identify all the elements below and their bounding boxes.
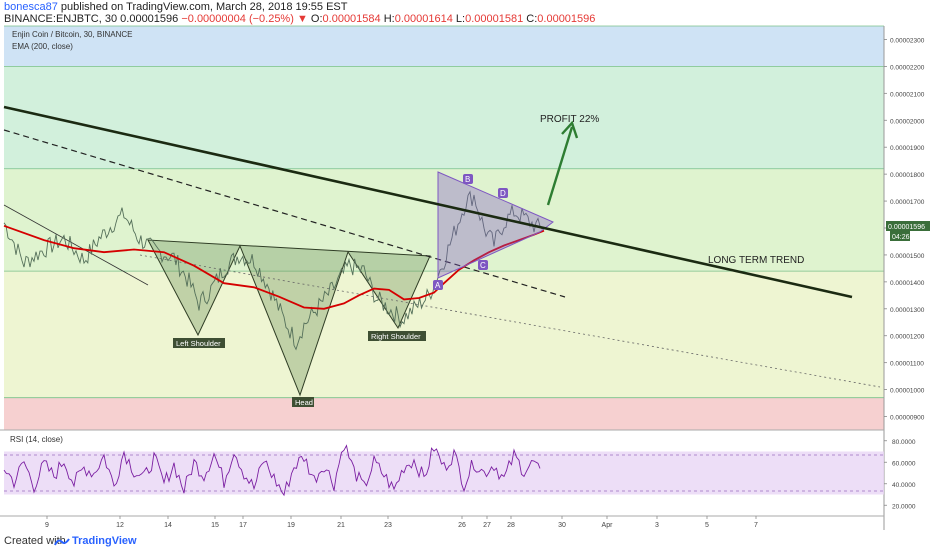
footer: Created with TradingView <box>0 533 932 550</box>
time-tick-label: 17 <box>239 522 247 529</box>
point-c-label: C <box>480 261 486 270</box>
price-tick-label: 0.00001200 <box>890 334 925 341</box>
dotted-trendline-lower[interactable] <box>139 254 881 388</box>
open-value: 0.00001584 <box>322 13 381 25</box>
time-tick-label: 28 <box>507 522 515 529</box>
head-badge <box>292 397 314 407</box>
time-tick-label: 15 <box>211 522 219 529</box>
price-tick-label: 0.00002100 <box>890 91 925 98</box>
time-tick-label: 19 <box>287 522 295 529</box>
point-d-label: D <box>500 189 506 198</box>
time-tick-label: 30 <box>558 522 566 529</box>
chart-header: bonesca87 published on TradingView.com, … <box>0 0 932 26</box>
price-tick-label: 0.00001800 <box>890 172 925 179</box>
price-zone-3 <box>4 271 884 398</box>
time-tick-label: Apr <box>602 522 614 529</box>
time-tick-label: 14 <box>164 522 172 529</box>
profit-arrow[interactable] <box>546 126 574 206</box>
point-b-badge <box>463 174 473 184</box>
point-a-badge <box>433 280 443 290</box>
price-tick-label: 0.00002200 <box>890 64 925 71</box>
author-link[interactable]: bonesca87 <box>4 1 58 13</box>
head-label: Head <box>295 398 313 407</box>
time-tick-label: 5 <box>705 522 709 529</box>
published-text: published on TradingView.com, March 28, … <box>60 1 348 13</box>
time-tick-label: 27 <box>483 522 491 529</box>
triangle-pattern[interactable] <box>437 171 554 279</box>
publish-line: bonesca87 published on TradingView.com, … <box>4 1 347 13</box>
price-tick-label: 0.00001300 <box>890 307 925 314</box>
time-tick-label: 26 <box>458 522 466 529</box>
created-with-text: Created with <box>4 535 66 547</box>
ema-line <box>3 224 545 310</box>
price-tick-label: 0.00002000 <box>890 118 925 125</box>
thin-trendline[interactable] <box>3 204 149 286</box>
price-tick-label: 0.00001900 <box>890 145 925 152</box>
left-shoulder-label: Left Shoulder <box>176 339 221 348</box>
dashed-trendline-upper[interactable] <box>3 129 566 298</box>
rsi-legend: RSI (14, close) <box>10 435 63 444</box>
right-shoulder-label: Right Shoulder <box>371 332 421 341</box>
point-d-badge <box>498 188 508 198</box>
price-zone-0 <box>4 26 884 67</box>
low-value: 0.00001581 <box>465 13 524 25</box>
time-tick-label: 21 <box>337 522 345 529</box>
price-change: −0.00000004 (−0.25%) <box>181 13 294 25</box>
price-zone-2 <box>4 168 884 272</box>
price-tick-label: 0.00001700 <box>890 199 925 206</box>
last-price-tag <box>886 221 930 231</box>
time-tick-label: 3 <box>655 522 659 529</box>
trend-label: LONG TERM TREND <box>708 255 804 266</box>
countdown-tag-value: 04:26 <box>892 234 910 241</box>
price-zone-1 <box>4 66 884 169</box>
countdown-tag <box>890 231 910 241</box>
point-c-badge <box>478 260 488 270</box>
profit-arrow-head-icon <box>561 120 579 139</box>
price-tick-label: 0.00001400 <box>890 280 925 287</box>
time-tick-label: 9 <box>45 522 49 529</box>
point-a-label: A <box>435 281 441 290</box>
rsi-tick-label: 80.0000 <box>892 439 916 446</box>
point-b-label: B <box>465 175 470 184</box>
price-tick-label: 0.00001500 <box>890 253 925 260</box>
last-price: 0.00001596 <box>120 13 179 25</box>
time-tick-label: 12 <box>116 522 124 529</box>
profit-label: PROFIT 22% <box>540 114 599 125</box>
price-line <box>3 190 543 351</box>
price-tick-label: 0.00002300 <box>890 37 925 44</box>
ema-legend: EMA (200, close) <box>12 42 73 51</box>
time-tick-label: 23 <box>384 522 392 529</box>
price-tick-label: 0.00001100 <box>890 361 924 368</box>
close-label: C: <box>526 13 538 25</box>
tradingview-brand[interactable]: TradingView <box>72 535 137 547</box>
rsi-tick-label: 60.0000 <box>892 460 916 467</box>
time-tick-label: 7 <box>754 522 758 529</box>
price-tick-label: 0.00001000 <box>890 388 925 395</box>
rsi-line <box>3 444 541 497</box>
right-shoulder-badge <box>368 331 426 341</box>
rsi-band <box>4 451 884 495</box>
price-tick-label: 0.00000900 <box>890 415 925 422</box>
last-price-tag-value: 0.00001596 <box>888 224 925 231</box>
close-value: 0.00001596 <box>537 13 596 25</box>
down-arrow-icon: ▼ <box>296 13 308 25</box>
open-label: O: <box>310 13 323 25</box>
symbol-line: BINANCE:ENJBTC, 30 <box>4 13 118 25</box>
symbol-legend: Enjin Coin / Bitcoin, 30, BINANCE <box>12 30 133 39</box>
high-value: 0.00001614 <box>394 13 453 25</box>
ohlc-line: BINANCE:ENJBTC, 30 0.00001596 −0.0000000… <box>4 13 595 25</box>
rsi-tick-label: 20.0000 <box>892 503 916 510</box>
left-shoulder-badge <box>173 338 225 348</box>
long-term-trend-line[interactable] <box>3 105 853 299</box>
high-label: H: <box>383 13 395 25</box>
low-label: L: <box>455 13 466 25</box>
rsi-tick-label: 40.0000 <box>892 482 916 489</box>
tradingview-logo-icon <box>54 538 70 546</box>
price-zone-4 <box>4 397 884 430</box>
